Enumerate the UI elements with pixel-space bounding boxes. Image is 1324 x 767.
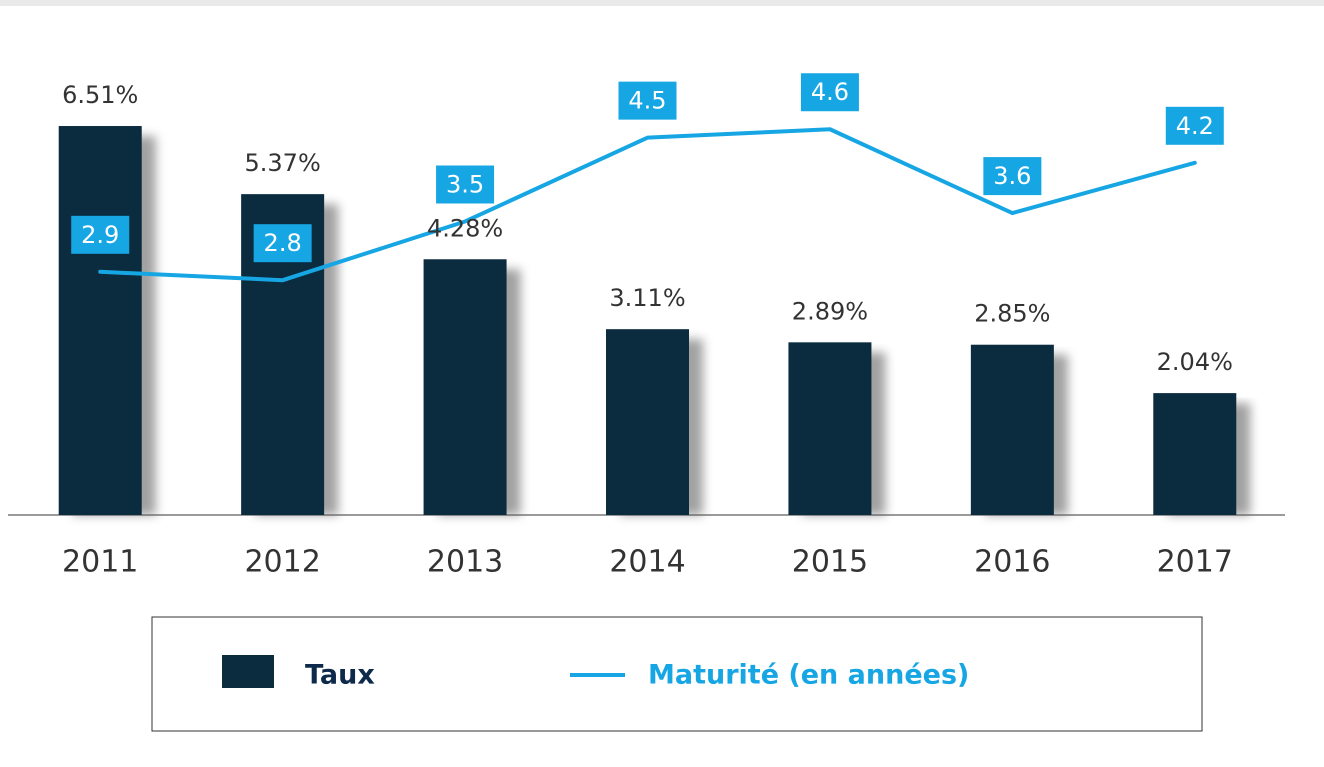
bar <box>606 329 689 515</box>
value-label-box <box>436 165 495 204</box>
value-label: 3.5 <box>446 170 484 198</box>
value-label-box <box>983 157 1042 196</box>
x-tick-label: 2017 <box>1157 545 1233 580</box>
value-label: 6.51% <box>62 81 138 109</box>
bar <box>58 126 142 515</box>
bar <box>423 259 507 515</box>
top-band <box>0 0 1324 6</box>
value-label: 2.04% <box>1157 348 1233 376</box>
value-label: 2.8 <box>264 229 302 257</box>
value-label-box <box>71 215 130 254</box>
value-label: 4.5 <box>628 87 666 115</box>
bar <box>788 342 872 515</box>
x-tick-label: 2016 <box>974 545 1050 580</box>
bar <box>1153 393 1237 515</box>
legend-label: Taux <box>305 660 375 691</box>
x-tick-label: 2013 <box>427 545 503 580</box>
value-label: 4.6 <box>811 78 849 106</box>
bar <box>970 344 1054 515</box>
value-label: 3.6 <box>993 162 1031 190</box>
value-label: 4.28% <box>427 214 503 242</box>
x-tick-label: 2014 <box>609 545 685 580</box>
value-label: 2.9 <box>81 221 119 249</box>
legend-label: Maturité (en années) <box>648 660 969 691</box>
x-tick-label: 2012 <box>244 545 320 580</box>
value-label: 5.37% <box>245 149 321 177</box>
value-label-box <box>800 73 859 112</box>
value-label-box <box>253 224 312 263</box>
legend-swatch <box>222 655 274 688</box>
x-tick-label: 2011 <box>62 545 138 580</box>
value-label: 2.85% <box>974 300 1050 328</box>
value-label: 4.2 <box>1176 112 1214 140</box>
line <box>98 127 1197 283</box>
value-label: 2.89% <box>792 297 868 325</box>
value-label: 3.11% <box>609 284 685 312</box>
legend-box <box>151 616 1203 732</box>
x-tick-label: 2015 <box>792 545 868 580</box>
value-label-box <box>1165 106 1224 145</box>
value-label-box <box>618 81 677 120</box>
